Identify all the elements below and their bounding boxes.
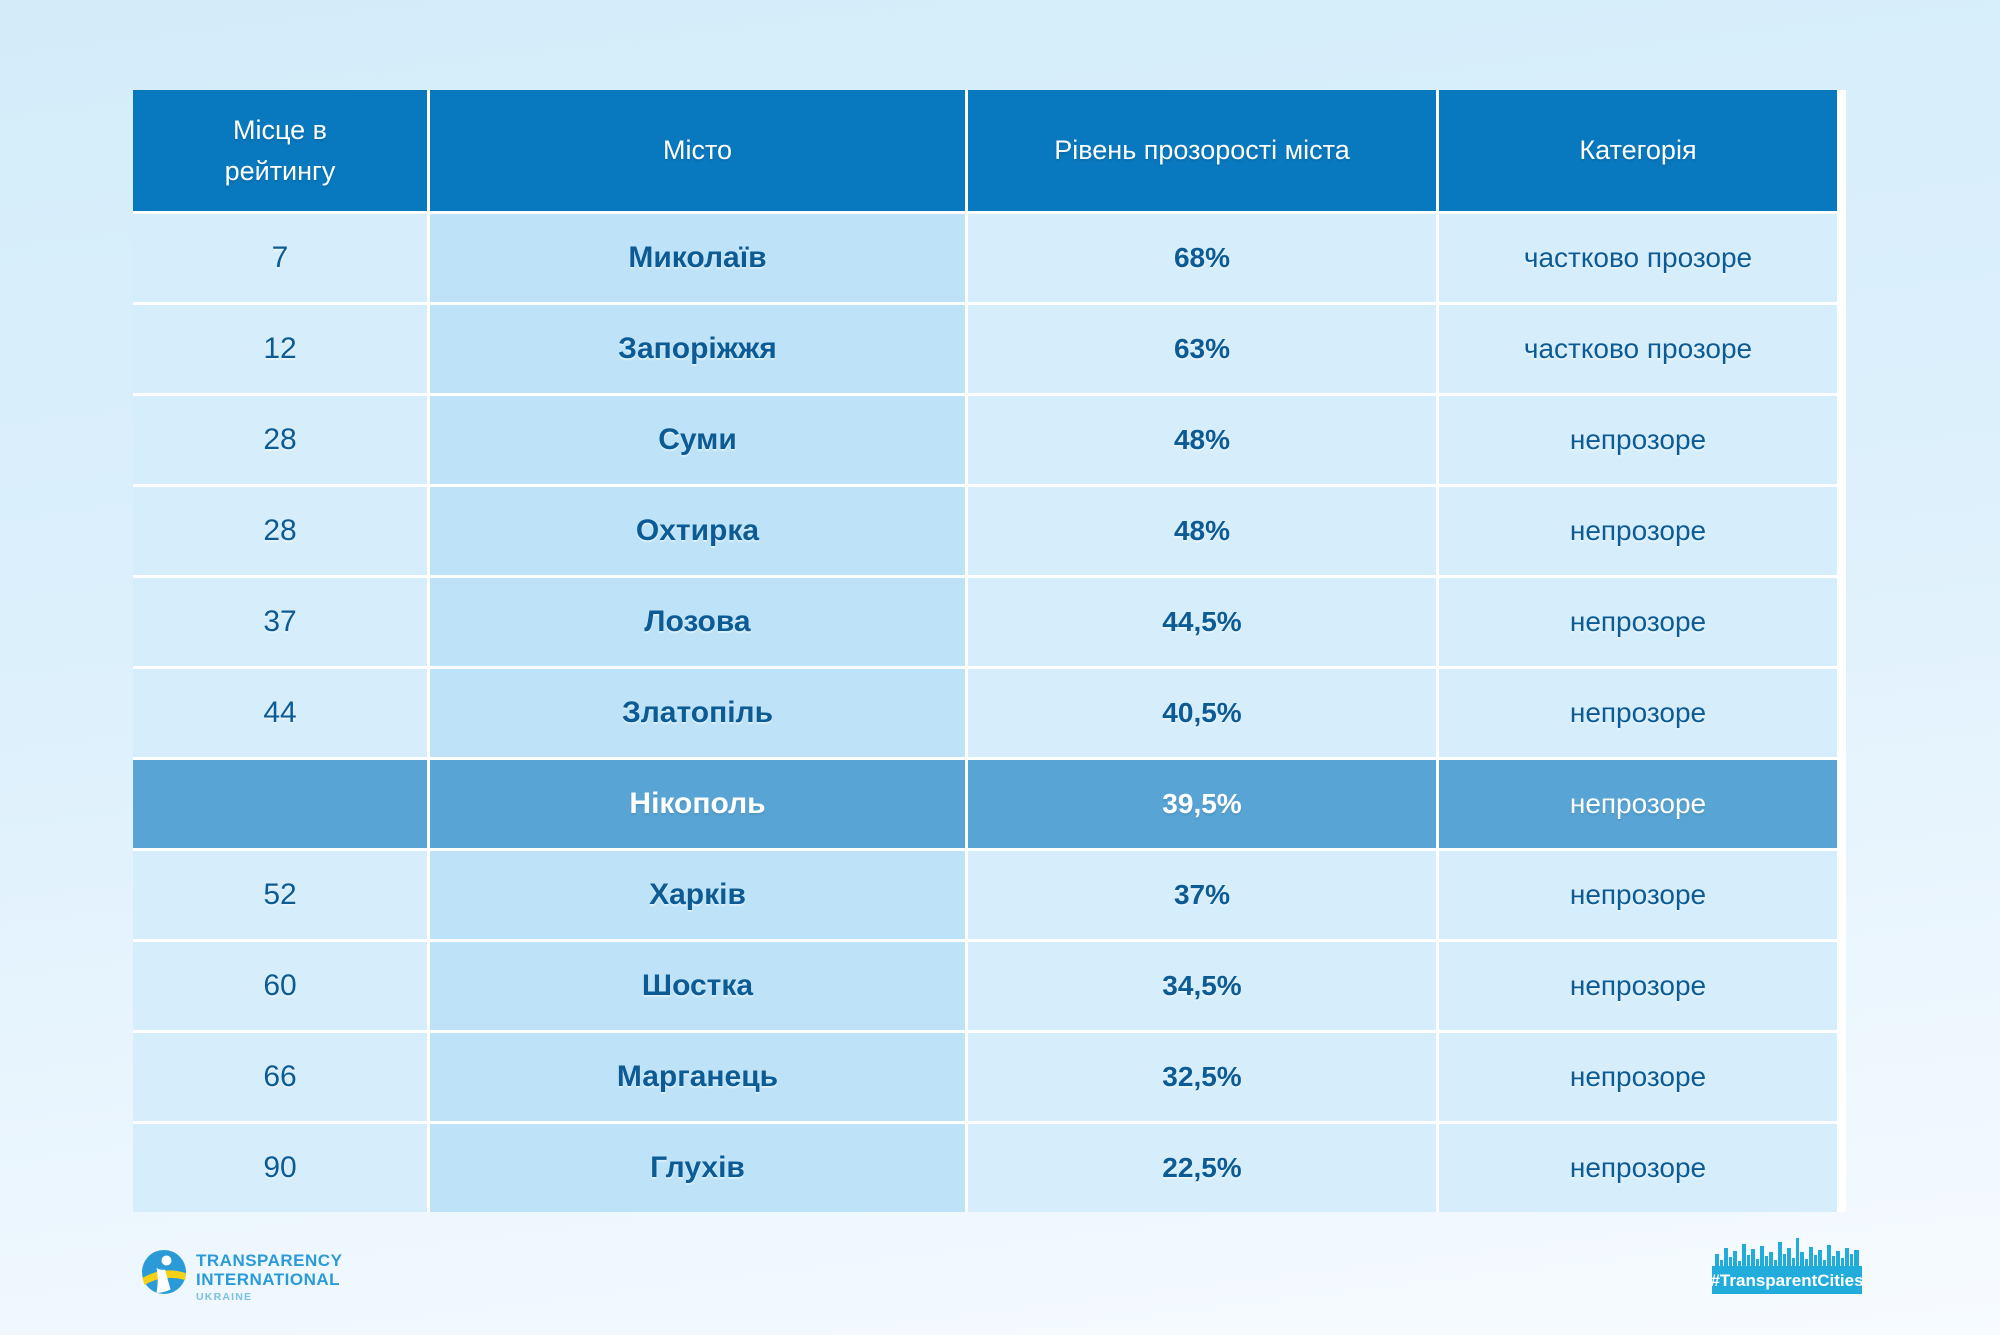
cell-city: Миколаїв <box>430 214 965 302</box>
cell-city: Суми <box>430 396 965 484</box>
column-header-level: Рівень прозорості міста <box>968 90 1436 211</box>
cell-city: Шостка <box>430 942 965 1030</box>
ti-logo-line2: INTERNATIONAL <box>196 1270 341 1290</box>
column-header-rank: Місце в рейтингу <box>133 90 427 211</box>
cell-category: частково прозоре <box>1439 214 1837 302</box>
cell-category: непрозоре <box>1439 1033 1837 1121</box>
transparency-table: Місце в рейтингу Місто Рівень прозорості… <box>133 90 1846 1212</box>
cell-level: 22,5% <box>968 1124 1436 1212</box>
cell-category: непрозоре <box>1439 851 1837 939</box>
cell-category: непрозоре <box>1439 396 1837 484</box>
column-header-city-label: Місто <box>662 135 733 166</box>
cell-category: непрозоре <box>1439 1124 1837 1212</box>
column-header-city: Місто <box>430 90 965 211</box>
transparency-international-logo: TRANSPARENCY INTERNATIONAL UKRAINE <box>141 1249 342 1303</box>
cell-city: Глухів <box>430 1124 965 1212</box>
ti-logo-line1: TRANSPARENCY <box>196 1251 343 1270</box>
cell-level: 63% <box>968 305 1436 393</box>
ti-logo-country: UKRAINE <box>196 1291 253 1304</box>
cell-rank: 7 <box>133 214 427 302</box>
cell-level: 48% <box>968 487 1436 575</box>
cell-level: 68% <box>968 214 1436 302</box>
cell-city: Охтирка <box>430 487 965 575</box>
cell-city: Лозова <box>430 578 965 666</box>
city-skyline-icon <box>1715 1238 1859 1268</box>
cell-city: Марганець <box>430 1033 965 1121</box>
cell-rank: 12 <box>133 305 427 393</box>
cell-level: 44,5% <box>968 578 1436 666</box>
cell-level: 39,5% <box>968 760 1436 848</box>
cell-category: непрозоре <box>1439 669 1837 757</box>
cell-level: 37% <box>968 851 1436 939</box>
badge-label: #TransparentCities <box>1712 1271 1862 1290</box>
cell-category: частково прозоре <box>1439 305 1837 393</box>
cell-city: Златопіль <box>430 669 965 757</box>
ti-globe-icon <box>141 1249 187 1300</box>
cell-city: Харків <box>430 851 965 939</box>
cell-category: непрозоре <box>1439 760 1837 848</box>
cell-rank: 37 <box>133 578 427 666</box>
cell-rank: 28 <box>133 396 427 484</box>
ti-logo-text: TRANSPARENCY INTERNATIONAL UKRAINE <box>196 1249 342 1303</box>
cell-rank <box>133 760 427 848</box>
cell-rank: 44 <box>133 669 427 757</box>
badge-background <box>1712 1266 1862 1294</box>
column-header-level-label: Рівень прозорості міста <box>1054 135 1350 166</box>
cell-rank: 90 <box>133 1124 427 1212</box>
column-header-rank-label: Місце в рейтингу <box>224 115 336 186</box>
cell-category: непрозоре <box>1439 578 1837 666</box>
cell-level: 34,5% <box>968 942 1436 1030</box>
cell-category: непрозоре <box>1439 942 1837 1030</box>
transparent-cities-badge: #TransparentCities <box>1710 1236 1864 1299</box>
cell-level: 32,5% <box>968 1033 1436 1121</box>
cell-level: 40,5% <box>968 669 1436 757</box>
cell-city: Запоріжжя <box>430 305 965 393</box>
cell-rank: 66 <box>133 1033 427 1121</box>
column-header-category-label: Категорія <box>1579 135 1697 166</box>
cell-city: Нікополь <box>430 760 965 848</box>
cell-rank: 52 <box>133 851 427 939</box>
cell-rank: 28 <box>133 487 427 575</box>
cell-level: 48% <box>968 396 1436 484</box>
column-header-category: Категорія <box>1439 90 1837 211</box>
cell-category: непрозоре <box>1439 487 1837 575</box>
cell-rank: 60 <box>133 942 427 1030</box>
